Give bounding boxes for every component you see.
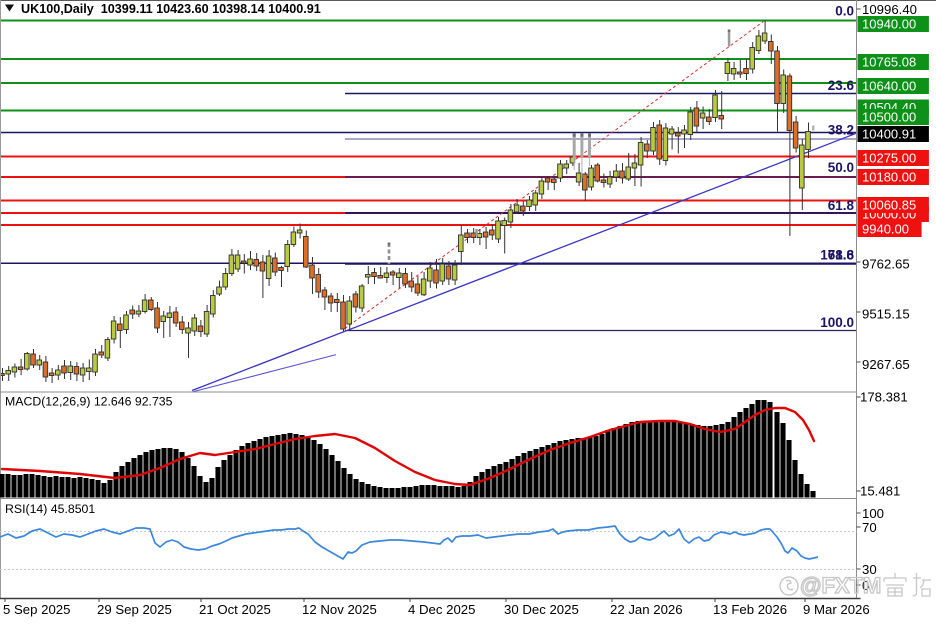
svg-text:50.0: 50.0 — [828, 160, 854, 175]
svg-text:161.8: 161.8 — [820, 248, 854, 263]
svg-text:0: 0 — [862, 578, 869, 593]
svg-text:10765.08: 10765.08 — [862, 55, 916, 70]
svg-text:22 Jan 2026: 22 Jan 2026 — [610, 602, 683, 617]
svg-text:15.481: 15.481 — [860, 484, 900, 499]
svg-text:@FXTM: @FXTM — [800, 573, 881, 598]
svg-text:UK100,Daily 10399.11 10423.60: UK100,Daily 10399.11 10423.60 10398.14 1… — [21, 2, 321, 16]
svg-text:70: 70 — [862, 520, 877, 535]
svg-text:9940.00: 9940.00 — [862, 222, 909, 237]
svg-text:10996.40: 10996.40 — [862, 2, 917, 17]
svg-text:10500.00: 10500.00 — [862, 110, 916, 125]
svg-text:23.6: 23.6 — [828, 78, 855, 93]
svg-text:38.2: 38.2 — [828, 123, 854, 138]
svg-text:178.381: 178.381 — [860, 390, 908, 405]
svg-text:100.0: 100.0 — [820, 315, 854, 330]
svg-text:61.8: 61.8 — [828, 198, 855, 213]
svg-text:78.6: 78.6 — [828, 248, 855, 263]
svg-text:9 Mar 2026: 9 Mar 2026 — [803, 602, 870, 617]
svg-text:9267.65: 9267.65 — [862, 357, 910, 372]
svg-text:13 Feb 2026: 13 Feb 2026 — [713, 602, 787, 617]
svg-text:9515.15: 9515.15 — [862, 307, 910, 322]
svg-text:MACD(12,26,9) 12.646 92.735: MACD(12,26,9) 12.646 92.735 — [5, 395, 173, 409]
svg-text:RSI(14) 45.8501: RSI(14) 45.8501 — [5, 502, 95, 516]
svg-text:9762.65: 9762.65 — [862, 257, 910, 272]
svg-text:4 Dec 2025: 4 Dec 2025 — [408, 602, 475, 617]
svg-text:10400.91: 10400.91 — [862, 127, 916, 142]
svg-text:100: 100 — [862, 506, 884, 521]
svg-text:10940.00: 10940.00 — [862, 17, 916, 32]
svg-text:12 Nov 2025: 12 Nov 2025 — [302, 602, 377, 617]
svg-text:10180.00: 10180.00 — [862, 170, 916, 185]
svg-text:10060.85: 10060.85 — [862, 198, 916, 213]
svg-text:21 Oct 2025: 21 Oct 2025 — [199, 602, 271, 617]
svg-text:5 Sep 2025: 5 Sep 2025 — [3, 602, 70, 617]
svg-text:10275.00: 10275.00 — [862, 151, 916, 166]
svg-text:0.0: 0.0 — [835, 4, 854, 19]
svg-text:29 Sep 2025: 29 Sep 2025 — [97, 602, 172, 617]
svg-text:30 Dec 2025: 30 Dec 2025 — [504, 602, 579, 617]
svg-text:10640.00: 10640.00 — [862, 79, 916, 94]
svg-text:30: 30 — [862, 562, 877, 577]
